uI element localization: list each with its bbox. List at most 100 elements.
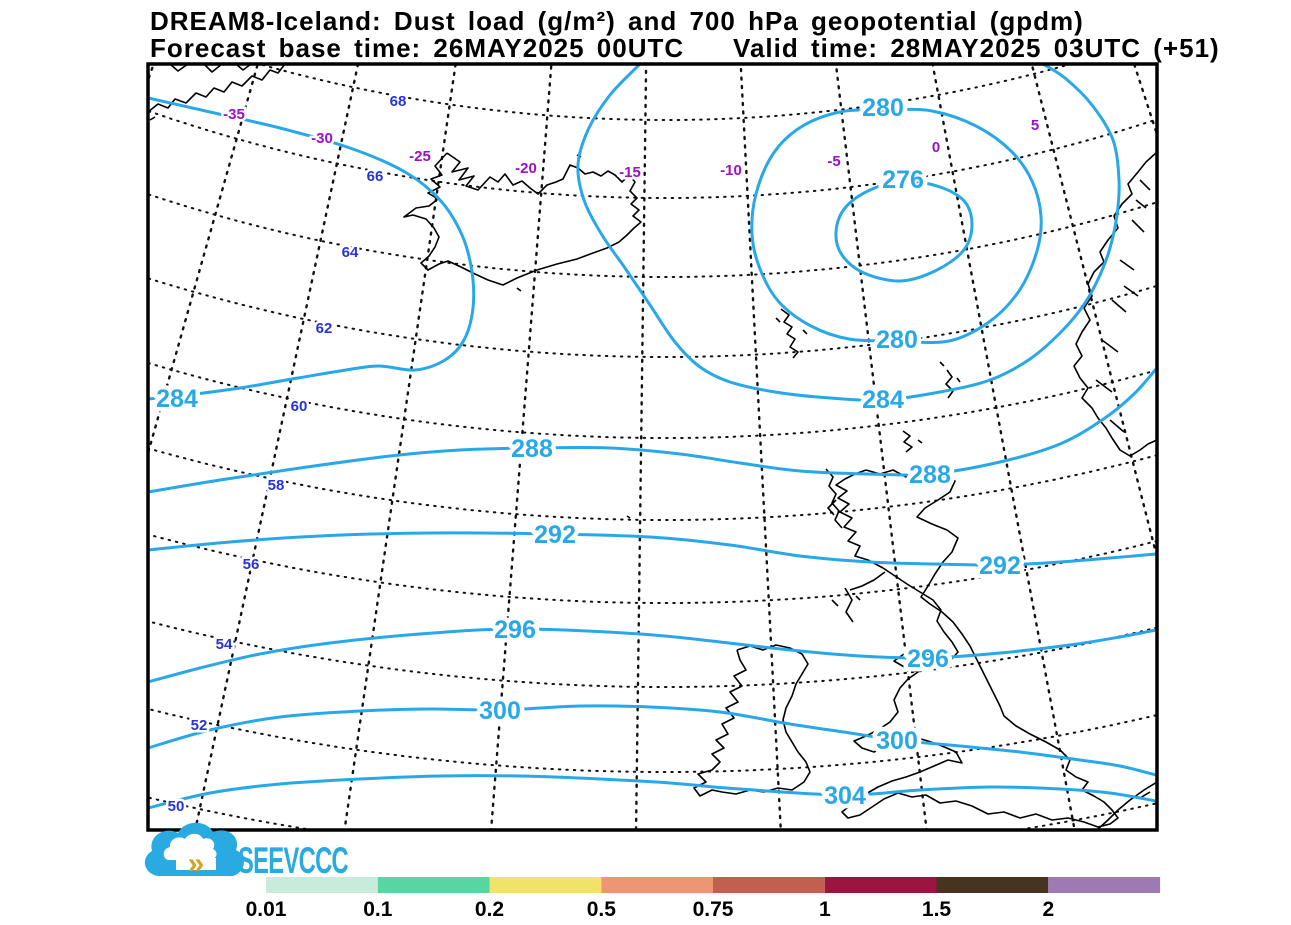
coastline bbox=[516, 287, 522, 292]
logo-text: SEEVCCC bbox=[238, 840, 348, 881]
colorbar-tick-label: 0.5 bbox=[587, 898, 617, 921]
chevron-icon: » bbox=[188, 847, 205, 880]
geopotential-contour-304 bbox=[148, 774, 1157, 810]
cloud-inner-highlight bbox=[163, 833, 217, 860]
colorbar-tick-label: 0.1 bbox=[363, 898, 393, 921]
geopotential-contour-292 bbox=[148, 531, 1157, 567]
coastline bbox=[780, 308, 799, 359]
latitude-label: 60 bbox=[291, 398, 308, 415]
contour-labels: 284 276 280 280 284 288 288 292 292 296 296 300 300 3… bbox=[152, 90, 1026, 815]
geopotential-contour-296 bbox=[148, 627, 1157, 684]
coastline bbox=[939, 361, 945, 367]
geopotential-contour-300 bbox=[148, 704, 1157, 777]
coastline bbox=[902, 430, 913, 453]
contour-label-280: 280 bbox=[862, 94, 904, 122]
latitude-label: 66 bbox=[367, 168, 384, 185]
longitude-label: -5 bbox=[827, 153, 840, 170]
dust-load-colorbar: 0.01 0.1 0.2 0.5 0.75 1 1.5 2 bbox=[246, 877, 1161, 921]
coastline bbox=[1131, 219, 1145, 233]
coastline bbox=[1119, 259, 1135, 271]
colorbar-segment-1 bbox=[824, 877, 937, 893]
coastline bbox=[1101, 339, 1119, 353]
coastline bbox=[626, 515, 631, 519]
contour-label-296: 296 bbox=[907, 645, 949, 673]
coastline bbox=[1095, 379, 1113, 393]
map-frame bbox=[146, 62, 1159, 832]
coastline bbox=[849, 571, 886, 591]
forecast-time-subtitle: Forecast base time: 26MAY2025 00UTC Vali… bbox=[150, 33, 1220, 63]
colorbar-segment-0.1 bbox=[377, 877, 490, 893]
coastline bbox=[956, 377, 961, 383]
latitude-label: 52 bbox=[191, 717, 208, 734]
coastline bbox=[403, 152, 642, 286]
coastline bbox=[1135, 199, 1147, 209]
contour-label-288: 288 bbox=[511, 435, 553, 463]
colorbar-segment-0.75 bbox=[713, 877, 825, 893]
contour-label-300: 300 bbox=[876, 727, 918, 755]
colorbar-tick-label: 0.01 bbox=[246, 898, 287, 921]
coastline bbox=[844, 587, 854, 623]
coastline bbox=[825, 468, 843, 529]
colorbar-segment-0.01 bbox=[266, 877, 378, 893]
contour-label-296: 296 bbox=[494, 616, 536, 644]
latitude-label: 62 bbox=[316, 320, 333, 337]
latitude-label: 68 bbox=[390, 93, 407, 110]
coastline bbox=[1123, 285, 1139, 297]
coastline bbox=[945, 369, 954, 399]
geopotential-contours bbox=[148, 64, 1157, 810]
longitude-label: -15 bbox=[619, 164, 641, 181]
geopotential-contour-276 bbox=[834, 179, 974, 283]
longitude-label: -10 bbox=[720, 162, 742, 179]
colorbar-tick-label: 2 bbox=[1042, 898, 1054, 921]
coastline bbox=[149, 116, 156, 121]
contour-label-284: 284 bbox=[156, 385, 198, 413]
coastline bbox=[855, 595, 861, 601]
seevccc-logo: » SEEVCCC bbox=[144, 822, 349, 881]
graticule-labels: -35 -30 -25 -20 -15 -10 -5 0 5 68 66 64 62 60 58 56 54 52… bbox=[165, 91, 1042, 818]
colorbar-segment-0.5 bbox=[601, 877, 714, 893]
latitude-line-66 bbox=[148, 109, 1157, 199]
latitude-label: 58 bbox=[268, 477, 285, 494]
latitude-label: 56 bbox=[243, 556, 260, 573]
latitude-line-64 bbox=[148, 193, 1157, 278]
coastline bbox=[1139, 179, 1151, 191]
page-title: DREAM8-Iceland: Dust load (g/m²) and 700… bbox=[150, 6, 1084, 36]
coastline bbox=[827, 499, 837, 516]
coastline bbox=[693, 644, 811, 797]
contour-label-292: 292 bbox=[979, 552, 1021, 580]
coastlines bbox=[148, 64, 1157, 830]
latitude-line-58 bbox=[148, 447, 1157, 521]
map-background bbox=[148, 64, 1157, 830]
coastline bbox=[831, 599, 839, 607]
contour-label-276: 276 bbox=[882, 166, 924, 194]
coastline bbox=[775, 317, 781, 323]
latitude-line-52 bbox=[148, 707, 1157, 773]
geopotential-contour-284 bbox=[148, 96, 476, 401]
cloud-notch bbox=[176, 858, 216, 870]
geopotential-contour-288 bbox=[148, 367, 1157, 494]
longitude-label: 0 bbox=[932, 139, 940, 156]
coastline bbox=[917, 439, 923, 444]
geopotential-contour-280 bbox=[750, 107, 1043, 344]
colorbar-tick-label: 0.75 bbox=[693, 898, 734, 921]
colorbar-tick-label: 1 bbox=[819, 898, 831, 921]
coastline bbox=[1097, 781, 1157, 830]
colorbar-tick-label: 0.2 bbox=[475, 898, 504, 921]
latitude-label: 54 bbox=[216, 636, 233, 653]
contour-label-304: 304 bbox=[824, 782, 866, 810]
latitude-label: 50 bbox=[168, 798, 185, 815]
coastline bbox=[169, 64, 189, 72]
latitude-line-62 bbox=[148, 277, 1157, 358]
coastline bbox=[835, 469, 1119, 828]
longitude-label: -25 bbox=[409, 148, 431, 165]
contour-label-284: 284 bbox=[862, 386, 904, 414]
latitude-line-60 bbox=[148, 361, 1157, 439]
contour-label-300: 300 bbox=[479, 697, 521, 725]
coastline bbox=[1073, 151, 1157, 457]
latitude-line-68 bbox=[255, 64, 1075, 121]
latitude-label: 64 bbox=[342, 244, 359, 261]
colorbar-segment-0.2 bbox=[489, 877, 602, 893]
